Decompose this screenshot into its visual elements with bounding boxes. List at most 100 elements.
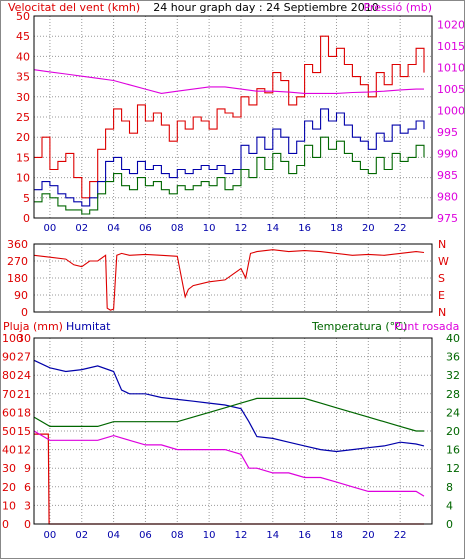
series-line: [34, 108, 425, 207]
humidity-tick-label: 40: [2, 444, 16, 457]
series-line: [34, 35, 425, 199]
y-tick-label: 25: [16, 111, 30, 124]
dew-point-label: Punt rosada: [394, 320, 459, 333]
rain-tick-label: 3: [24, 499, 31, 512]
temp-tick-label: 36: [446, 351, 460, 364]
y-tick-label: 270: [7, 255, 28, 268]
rain-tick-label: 27: [17, 351, 31, 364]
y-tick-label: 15: [16, 151, 30, 164]
y-right-tick-label: 1005: [437, 83, 465, 96]
humidity-tick-label: 10: [2, 499, 16, 512]
temp-tick-label: 20: [446, 425, 460, 438]
temp-tick-label: 8: [446, 481, 453, 494]
x-tick-label: 20: [362, 530, 375, 541]
rain-tick-label: 21: [17, 388, 31, 401]
x-tick-label: 04: [107, 530, 120, 541]
x-tick-label: 02: [75, 223, 88, 234]
humidity-tick-label: 50: [2, 425, 16, 438]
x-tick-label: 18: [330, 530, 343, 541]
temp-tick-label: 40: [446, 332, 460, 345]
plot-frame: [33, 15, 433, 219]
rain-tick-label: 12: [17, 444, 31, 457]
x-tick-label: 00: [44, 530, 57, 541]
y-tick-label: 10: [16, 172, 30, 185]
y-tick-label: 180: [7, 272, 28, 285]
series-line: [34, 136, 425, 215]
plot-frame: [33, 337, 433, 525]
y-right-tick-label: 995: [437, 126, 458, 139]
y-tick-label: 20: [16, 131, 30, 144]
compass-label: N: [438, 238, 446, 251]
humidity-tick-label: 90: [2, 351, 16, 364]
temp-tick-label: 12: [446, 462, 460, 475]
x-tick-label: 20: [362, 223, 375, 234]
y-right-tick-label: 975: [437, 212, 458, 225]
x-tick-label: 16: [298, 223, 311, 234]
rain-tick-label: 24: [17, 369, 31, 382]
x-tick-label: 06: [139, 223, 152, 234]
x-tick-label: 12: [235, 223, 248, 234]
y-tick-label: 90: [14, 289, 28, 302]
y-tick-label: 360: [7, 238, 28, 251]
chart-title: 24 hour graph day : 24 Septiembre 2010: [153, 1, 378, 14]
pressure-label: Pressió (mb): [363, 1, 432, 14]
x-tick-label: 22: [394, 530, 407, 541]
compass-label: S: [438, 272, 445, 285]
y-tick-label: 5: [23, 192, 30, 205]
y-right-tick-label: 985: [437, 169, 458, 182]
x-tick-label: 00: [44, 223, 57, 234]
plot-frame: [33, 243, 433, 313]
temp-tick-label: 28: [446, 388, 460, 401]
x-tick-label: 22: [394, 223, 407, 234]
y-tick-label: 40: [16, 50, 30, 63]
rain-tick-label: 30: [17, 332, 31, 345]
humidity-tick-label: 60: [2, 406, 16, 419]
temp-tick-label: 16: [446, 444, 460, 457]
x-tick-label: 02: [75, 530, 88, 541]
series-line: [33, 397, 424, 432]
temperature-label: Temperatura (°C): [311, 320, 407, 333]
series-line: [33, 430, 425, 497]
x-tick-label: 08: [171, 223, 184, 234]
x-tick-label: 08: [171, 530, 184, 541]
rain-tick-label: 6: [24, 481, 31, 494]
wind-speed-label: Velocitat del vent (kmh): [8, 1, 140, 14]
x-tick-label: 18: [330, 223, 343, 234]
temp-tick-label: 32: [446, 369, 460, 382]
compass-label: E: [438, 289, 445, 302]
rain-label: Pluja (mm): [3, 320, 63, 333]
humidity-tick-label: 70: [2, 388, 16, 401]
humidity-tick-label: 20: [2, 481, 16, 494]
y-tick-label: 45: [16, 30, 30, 43]
humidity-tick-label: 80: [2, 369, 16, 382]
wind-pressure-panel: Velocitat del vent (kmh) 24 hour graph d…: [8, 1, 465, 234]
y-right-tick-label: 980: [437, 191, 458, 204]
x-tick-label: 04: [107, 223, 120, 234]
x-tick-label: 16: [298, 530, 311, 541]
x-tick-label: 06: [139, 530, 152, 541]
compass-label: W: [438, 255, 449, 268]
rain-tick-label: 0: [24, 518, 31, 531]
temp-tick-label: 0: [446, 518, 453, 531]
x-tick-label: 10: [203, 223, 216, 234]
humidity-tick-label: 100: [2, 332, 23, 345]
y-right-tick-label: 990: [437, 148, 458, 161]
y-tick-label: 0: [23, 212, 30, 225]
humidity-tick-label: 30: [2, 462, 16, 475]
y-right-tick-label: 1020: [437, 19, 465, 32]
y-right-tick-label: 1000: [437, 105, 465, 118]
y-tick-label: 30: [16, 91, 30, 104]
humidity-label: Humitat: [66, 320, 111, 333]
rain-tick-label: 15: [17, 425, 31, 438]
compass-label: N: [438, 306, 446, 319]
x-tick-label: 14: [266, 223, 279, 234]
wind-direction-line: [33, 249, 425, 311]
rain-tick-label: 9: [24, 462, 31, 475]
x-tick-label: 12: [235, 530, 248, 541]
rain-humidity-temp-panel: Pluja (mm) Humitat Temperatura (°C) Punt…: [2, 320, 460, 541]
temp-tick-label: 24: [446, 406, 460, 419]
humidity-tick-label: 0: [2, 518, 9, 531]
